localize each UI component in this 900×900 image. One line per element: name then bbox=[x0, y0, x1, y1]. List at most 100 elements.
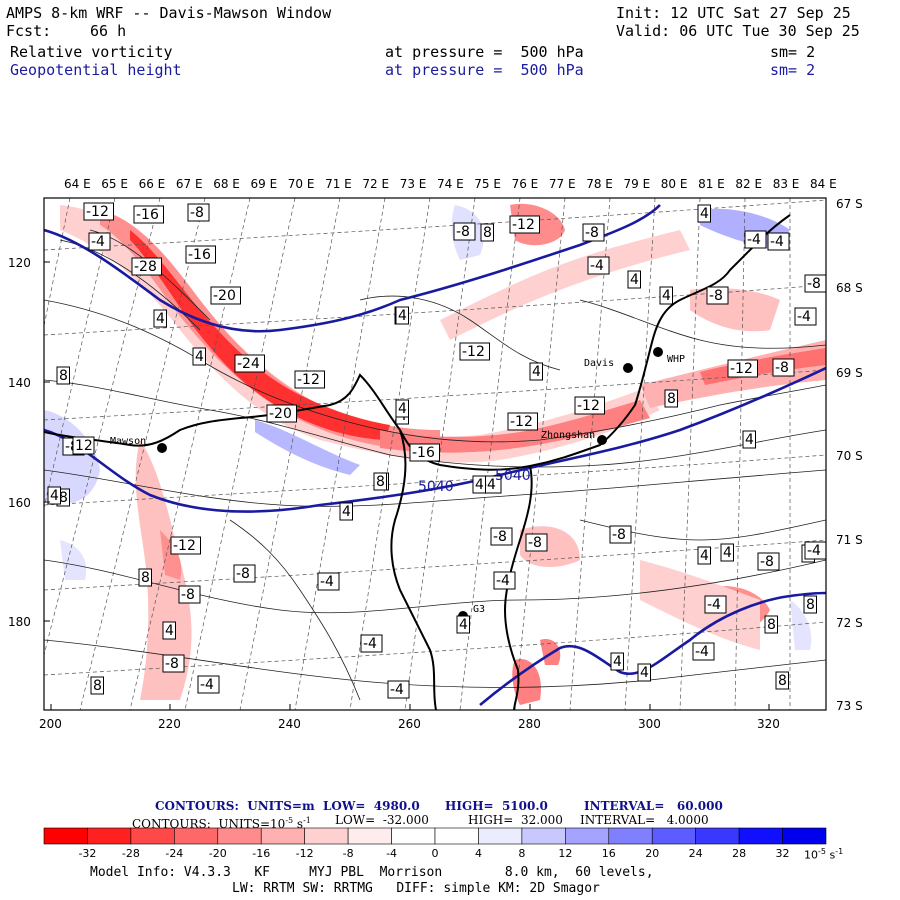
contour-label: -12 bbox=[297, 372, 320, 388]
contour-label: 4 bbox=[532, 364, 541, 380]
height-contour-interval: INTERVAL= 60.000 bbox=[584, 799, 723, 813]
contour-label-box bbox=[266, 404, 297, 423]
colorbar-swatch bbox=[565, 827, 610, 845]
contour-label-box bbox=[178, 585, 201, 604]
contour-label: -12 bbox=[86, 204, 109, 220]
lon-label: 83 E bbox=[773, 177, 800, 191]
contour-label: -16 bbox=[188, 247, 211, 263]
contour-label: -8 bbox=[493, 529, 507, 545]
contour-label-box bbox=[804, 274, 826, 293]
contour-label-box bbox=[692, 642, 715, 661]
contour-label: 4 bbox=[745, 432, 754, 448]
x-tick-label: 240 bbox=[278, 717, 301, 731]
contour-label-box bbox=[83, 202, 114, 221]
contour-label-box bbox=[162, 654, 185, 673]
x-tick-label: 200 bbox=[39, 717, 62, 731]
contour-label-box bbox=[472, 475, 486, 494]
contour-label-box bbox=[480, 223, 494, 242]
contour-label: -8 bbox=[456, 224, 470, 240]
contour-label-box bbox=[187, 203, 210, 222]
colorbar-label: 12 bbox=[558, 847, 572, 860]
station-label: Zhongshan bbox=[541, 430, 595, 441]
colorbar-swatch bbox=[651, 827, 696, 845]
contour-label-box bbox=[395, 399, 409, 418]
contour-label-box bbox=[744, 230, 767, 249]
contour-label-box bbox=[459, 342, 490, 361]
contour-label-box bbox=[409, 443, 440, 462]
contour-label-box bbox=[659, 286, 673, 305]
vorticity-shading bbox=[44, 203, 826, 705]
colorbar-label: 4 bbox=[475, 847, 482, 860]
colorbar-label: 32 bbox=[776, 847, 790, 860]
contour-label-box bbox=[757, 552, 780, 571]
contour-label-box bbox=[697, 204, 711, 223]
contour-label: 4 bbox=[459, 617, 468, 633]
contour-label: -8 bbox=[760, 554, 774, 570]
contour-label-box bbox=[794, 307, 817, 326]
contour-label: -24 bbox=[237, 356, 260, 372]
station-labels: Davis WHP Mawson Zhongshan G3 bbox=[110, 354, 685, 615]
contour-label: 4 bbox=[165, 623, 174, 639]
lon-label: 79 E bbox=[624, 177, 651, 191]
contour-label: 4 bbox=[475, 477, 484, 493]
station-label: Davis bbox=[584, 358, 614, 369]
physics-info: LW: RRTM SW: RRTMG DIFF: simple KM: 2D S… bbox=[232, 881, 600, 896]
x-tick-label: 260 bbox=[398, 717, 421, 731]
vorticity-contour-info: CONTOURS: UNITS=10-5 s-1 bbox=[132, 816, 311, 831]
lon-label: 81 E bbox=[698, 177, 725, 191]
colorbar-label: -8 bbox=[343, 847, 354, 860]
contour-label-box bbox=[233, 564, 256, 583]
lon-label: 72 E bbox=[362, 177, 389, 191]
contour-label-box bbox=[525, 533, 548, 552]
contour-label-box bbox=[234, 354, 265, 373]
contour-label: -8 bbox=[181, 587, 195, 603]
vorticity-contour-interval: INTERVAL= 4.0000 bbox=[580, 813, 709, 827]
colorbar-swatch bbox=[43, 827, 88, 845]
lat-label: 67 S bbox=[836, 197, 863, 211]
lon-label: 66 E bbox=[139, 177, 166, 191]
x-tick-label: 220 bbox=[158, 717, 181, 731]
contour-label-box bbox=[138, 568, 152, 587]
contour-label-box bbox=[627, 270, 641, 289]
contour-label: -12 bbox=[730, 361, 753, 377]
contour-label: -20 bbox=[213, 288, 236, 304]
plot-border bbox=[43, 197, 827, 711]
contour-label: 4 bbox=[723, 545, 732, 561]
contour-label-box bbox=[610, 652, 624, 671]
colorbar-unit: 10-5 s-1 bbox=[804, 847, 844, 862]
colorbar-label: -4 bbox=[386, 847, 397, 860]
contour-label: -8 bbox=[612, 527, 626, 543]
contour-label-box bbox=[490, 527, 513, 546]
colorbar-label: -20 bbox=[209, 847, 227, 860]
sw-core bbox=[160, 530, 182, 580]
colorbar-label: 16 bbox=[602, 847, 616, 860]
contour-label-box bbox=[704, 595, 727, 614]
height-contour-4980 bbox=[479, 591, 826, 706]
zhongshan-marker bbox=[597, 435, 607, 445]
contour-label: 4 bbox=[398, 401, 407, 417]
contour-label-box bbox=[153, 309, 167, 328]
height-contour-high: HIGH= 5100.0 bbox=[445, 799, 548, 813]
contour-label-box bbox=[56, 366, 70, 385]
contour-label-box bbox=[587, 256, 610, 275]
contour-label-box bbox=[582, 223, 605, 242]
contour-label-box bbox=[170, 536, 201, 555]
contour-label: -16 bbox=[412, 445, 435, 461]
lat-label: 70 S bbox=[836, 449, 863, 463]
lon-label: 84 E bbox=[810, 177, 837, 191]
contour-label-box bbox=[742, 430, 756, 449]
se-band bbox=[640, 560, 760, 650]
contour-label: -4 bbox=[320, 574, 334, 590]
colorbar-swatch bbox=[608, 827, 653, 845]
lat-label: 73 S bbox=[836, 699, 863, 713]
contour-label: -8 bbox=[528, 535, 542, 551]
contour-label-box bbox=[493, 571, 516, 590]
mawson-marker bbox=[157, 443, 167, 453]
contour-label: 8 bbox=[376, 474, 385, 490]
contour-label-box bbox=[574, 396, 605, 415]
contour-label-box bbox=[706, 286, 729, 305]
vorticity-contour-low: LOW= -32.000 bbox=[335, 813, 429, 827]
lat-label: 68 S bbox=[836, 281, 863, 295]
contour-labels: -12 -16 -8 -4 -28 -16 -20 4 -24 4 -12 8 -20 4 -12 -16 4 -… bbox=[47, 202, 826, 699]
